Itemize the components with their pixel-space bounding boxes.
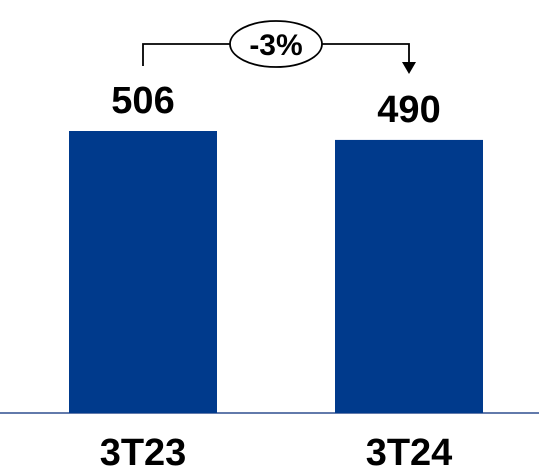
- change-percentage-label: -3%: [249, 29, 302, 62]
- value-label-3t23: 506: [111, 80, 174, 122]
- tick-label-3t23: 3T23: [100, 432, 187, 474]
- value-label-3t24: 490: [377, 89, 440, 131]
- bar-3t23: [69, 131, 217, 413]
- change-arrowhead: [402, 62, 416, 74]
- tick-label-3t24: 3T24: [366, 432, 453, 474]
- bar-3t24: [335, 139, 483, 413]
- change-badge: [229, 20, 323, 68]
